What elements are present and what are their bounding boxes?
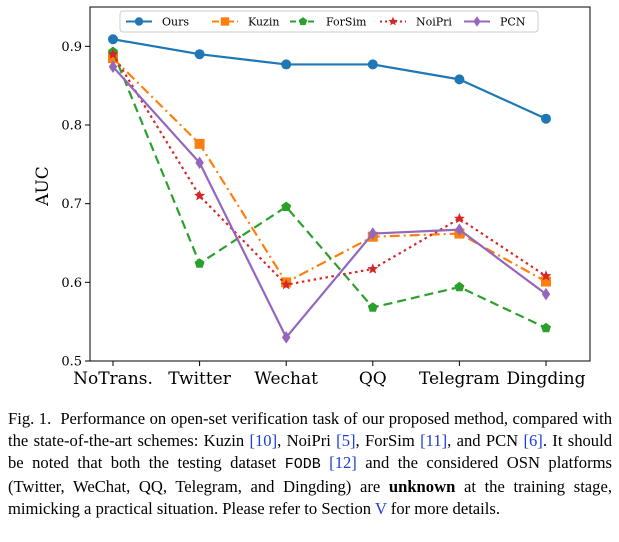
y-tick-label: 0.9 <box>61 40 82 55</box>
data-point-ours <box>108 34 118 44</box>
x-axis-ticks: NoTrans. Twitter Wechat QQ Telegram Dingding <box>73 361 586 389</box>
caption-label: Fig. 1. <box>8 409 51 428</box>
y-axis-label: AUC <box>33 166 53 207</box>
legend-label-kuzin: Kuzin <box>248 16 279 29</box>
legend-label-pcn: PCN <box>500 16 526 29</box>
plot-area <box>90 7 590 361</box>
caption-text: , ForSim <box>356 431 421 450</box>
x-tick-label: NoTrans. <box>73 369 153 389</box>
citation-link[interactable]: [10] <box>249 431 277 450</box>
legend: Ours Kuzin ForSim NoiPri PCN <box>120 11 538 32</box>
citation-link[interactable]: [6] <box>523 431 542 450</box>
legend-label-noipri: NoiPri <box>416 16 452 29</box>
auc-line-chart: 0.5 0.6 0.7 0.8 0.9 NoTrans. Twitter Wechat QQ T… <box>0 0 619 400</box>
citation-link[interactable]: [5] <box>336 431 355 450</box>
caption-text: , NoiPri <box>277 431 336 450</box>
y-tick-label: 0.6 <box>61 276 82 291</box>
x-tick-label: Telegram <box>419 369 500 389</box>
legend-marker-kuzin <box>221 17 229 25</box>
data-point-kuzin <box>195 139 205 149</box>
y-tick-label: 0.5 <box>61 355 82 370</box>
citation-link[interactable]: [12] <box>329 453 357 472</box>
dataset-name: FODB <box>285 456 321 473</box>
x-tick-label: Wechat <box>254 369 318 389</box>
citation-link[interactable]: [11] <box>420 431 447 450</box>
data-point-ours <box>541 114 551 124</box>
data-point-ours <box>195 49 205 59</box>
caption-text <box>321 453 329 472</box>
legend-label-forsim: ForSim <box>326 16 367 29</box>
x-tick-label: Twitter <box>168 369 231 389</box>
data-point-ours <box>281 59 291 69</box>
x-tick-label: QQ <box>359 369 387 389</box>
data-point-ours <box>454 74 464 84</box>
y-tick-label: 0.7 <box>61 197 82 212</box>
legend-marker-ours <box>135 17 143 25</box>
caption-text: for more details. <box>387 499 500 518</box>
x-tick-label: Dingding <box>506 369 585 389</box>
figure-caption: Fig. 1. Performance on open-set verifica… <box>8 408 612 520</box>
caption-text: , and PCN <box>447 431 523 450</box>
legend-label-ours: Ours <box>162 16 189 29</box>
y-axis-ticks: 0.5 0.6 0.7 0.8 0.9 <box>61 40 90 370</box>
section-link[interactable]: V <box>375 499 387 518</box>
emphasis-text: unknown <box>389 477 455 496</box>
data-point-ours <box>368 59 378 69</box>
y-tick-label: 0.8 <box>61 119 82 134</box>
